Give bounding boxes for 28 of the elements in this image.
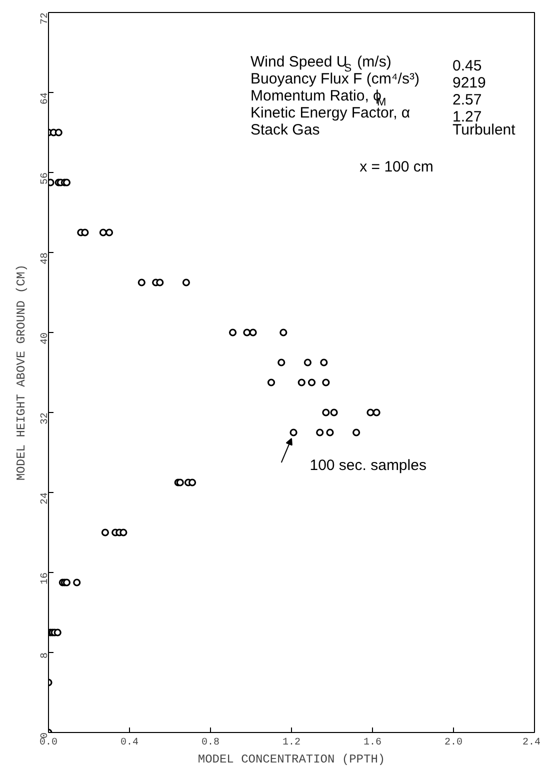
x-axis-title: MODEL CONCENTRATION (PPTH) bbox=[198, 752, 386, 766]
y-tick-label: 72 bbox=[40, 12, 51, 24]
annotation: 9219 bbox=[452, 74, 486, 92]
x-tick-label: 0.4 bbox=[120, 738, 139, 748]
y-tick-label: 56 bbox=[40, 172, 51, 184]
annotation: Kinetic Energy Factor, α bbox=[250, 104, 410, 122]
y-tick-label: 32 bbox=[40, 412, 51, 424]
x-tick-label: 1.6 bbox=[364, 738, 382, 748]
y-tick-label: 0 bbox=[40, 732, 51, 738]
x-tick-label: 2.0 bbox=[444, 738, 463, 748]
y-tick-label: 16 bbox=[40, 572, 51, 584]
x-tick-label: 0.8 bbox=[202, 738, 220, 748]
annotation: 100 sec. samples bbox=[310, 457, 426, 474]
x-tick-label: 0.0 bbox=[40, 738, 58, 748]
annotation: 2.57 bbox=[452, 92, 482, 108]
y-tick-label: 48 bbox=[40, 252, 51, 264]
annotation: Buoyancy Flux F (cm⁴/s³) bbox=[250, 70, 420, 88]
annotation: 0.45 bbox=[452, 58, 482, 74]
y-tick-label: 40 bbox=[40, 332, 51, 344]
y-tick-label: 24 bbox=[40, 492, 51, 504]
annotation: Stack Gas bbox=[250, 122, 320, 138]
annotation: Turbulent bbox=[452, 122, 516, 138]
y-tick-label: 64 bbox=[40, 92, 51, 104]
annotation: x = 100 cm bbox=[360, 158, 434, 176]
y-axis-title: MODEL HEIGHT ABOVE GROUND (CM) bbox=[14, 264, 28, 481]
x-tick-label: 1.2 bbox=[282, 738, 301, 748]
x-tick-label: 2.4 bbox=[522, 738, 540, 748]
y-tick-label: 8 bbox=[40, 652, 51, 658]
